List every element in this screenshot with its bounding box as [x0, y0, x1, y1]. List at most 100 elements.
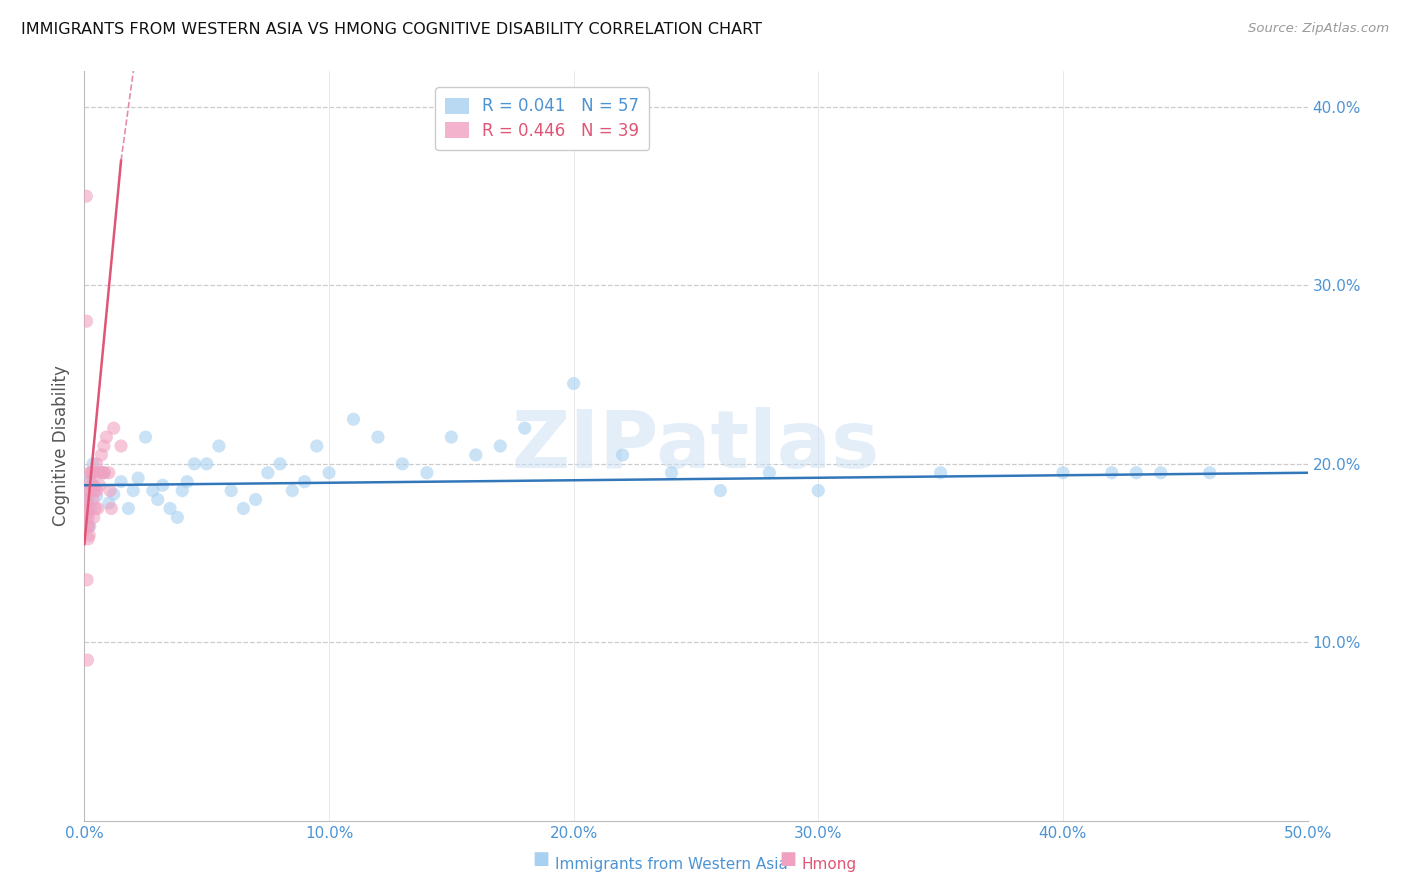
Point [87, 466, 110, 480]
Point [98, 483, 121, 498]
Text: Hmong: Hmong [801, 857, 856, 872]
Point [79, 466, 101, 480]
Point [82, 492, 104, 507]
Point [562, 376, 585, 391]
Point [110, 439, 132, 453]
Point [86, 457, 108, 471]
Point [93, 466, 115, 480]
Point [80, 466, 103, 480]
Point [183, 457, 205, 471]
Point [93, 466, 115, 480]
Point [807, 483, 830, 498]
Point [89, 478, 111, 492]
Point [1052, 466, 1074, 480]
Point [1125, 466, 1147, 480]
Point [166, 510, 188, 524]
Point [440, 430, 463, 444]
Point [83, 478, 105, 492]
Point [172, 483, 194, 498]
Point [76, 501, 98, 516]
Point [612, 448, 634, 462]
Point [79, 475, 101, 489]
Point [77, 492, 100, 507]
Point [79, 501, 101, 516]
Point [257, 466, 280, 480]
Point [342, 412, 364, 426]
Point [709, 483, 731, 498]
Point [245, 492, 267, 507]
Point [91, 466, 114, 480]
Point [76, 573, 98, 587]
Point [489, 439, 512, 453]
Point [77, 519, 100, 533]
Point [82, 478, 104, 492]
Point [367, 430, 389, 444]
Point [661, 466, 683, 480]
Point [93, 439, 115, 453]
Legend: R = 0.041   N = 57, R = 0.446   N = 39: R = 0.041 N = 57, R = 0.446 N = 39 [436, 87, 648, 150]
Point [219, 483, 242, 498]
Point [142, 483, 165, 498]
Point [1150, 466, 1173, 480]
Point [269, 457, 291, 471]
Point [83, 510, 105, 524]
Text: Source: ZipAtlas.com: Source: ZipAtlas.com [1249, 22, 1389, 36]
Point [232, 501, 254, 516]
Point [87, 501, 110, 516]
Point [76, 496, 98, 510]
Point [195, 457, 218, 471]
Point [176, 475, 198, 489]
Point [83, 466, 105, 480]
Point [152, 478, 174, 492]
Point [76, 507, 98, 521]
Point [76, 475, 98, 489]
Point [758, 466, 780, 480]
Point [82, 457, 104, 471]
Point [76, 314, 98, 328]
Point [127, 471, 149, 485]
Point [77, 510, 100, 524]
Point [97, 496, 120, 510]
Point [1101, 466, 1123, 480]
Point [929, 466, 952, 480]
Point [416, 466, 439, 480]
Text: IMMIGRANTS FROM WESTERN ASIA VS HMONG COGNITIVE DISABILITY CORRELATION CHART: IMMIGRANTS FROM WESTERN ASIA VS HMONG CO… [21, 22, 762, 37]
Text: ■: ■ [779, 850, 796, 868]
Point [76, 492, 98, 507]
Point [391, 457, 413, 471]
Point [1198, 466, 1220, 480]
Point [80, 466, 103, 480]
Point [103, 421, 125, 435]
Point [281, 483, 304, 498]
Point [103, 487, 125, 501]
Point [75, 189, 97, 203]
Point [77, 532, 100, 546]
Point [117, 501, 139, 516]
Point [76, 483, 98, 498]
Text: Immigrants from Western Asia: Immigrants from Western Asia [555, 857, 789, 872]
Point [97, 466, 120, 480]
Point [77, 528, 100, 542]
Point [83, 483, 105, 498]
Point [294, 475, 316, 489]
Point [90, 448, 112, 462]
Point [76, 519, 98, 533]
Point [100, 501, 122, 516]
Point [135, 430, 157, 444]
Text: ■: ■ [533, 850, 550, 868]
Point [122, 483, 145, 498]
Point [84, 501, 107, 516]
Point [110, 475, 132, 489]
Point [513, 421, 536, 435]
Point [159, 501, 181, 516]
Y-axis label: Cognitive Disability: Cognitive Disability [52, 366, 70, 526]
Point [146, 492, 169, 507]
Point [76, 653, 98, 667]
Point [96, 430, 118, 444]
Point [86, 489, 108, 503]
Point [79, 519, 101, 533]
Point [464, 448, 486, 462]
Point [86, 483, 108, 498]
Text: ZIPatlas: ZIPatlas [512, 407, 880, 485]
Point [318, 466, 340, 480]
